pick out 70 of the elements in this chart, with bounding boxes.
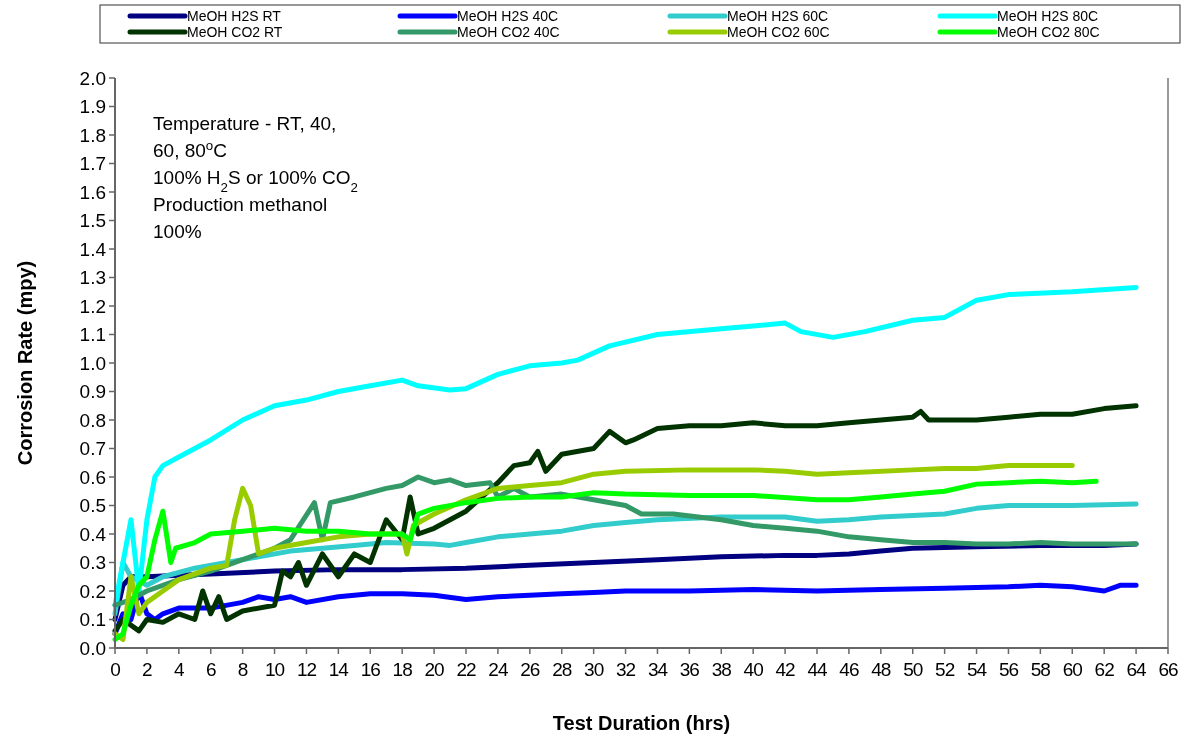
y-tick-label: 0.8 (79, 409, 106, 431)
annotation: 60, 80$^{o}$C (153, 137, 227, 161)
x-tick-label: 32 (615, 659, 636, 680)
x-axis-title: Test Duration (hrs) (552, 712, 731, 734)
annotation: 100% (153, 221, 202, 242)
y-tick-label: 0.9 (79, 381, 106, 403)
legend-label: MeOH H2S 40C (457, 7, 559, 24)
legend-label: MeOH CO2 RT (187, 23, 283, 40)
x-tick-label: 16 (360, 659, 381, 680)
legend-label: MeOH H2S 80C (997, 7, 1099, 24)
y-tick-label: 1.7 (79, 153, 106, 175)
y-tick-label: 0.3 (79, 552, 106, 574)
x-tick-label: 38 (711, 659, 732, 680)
y-tick-label: 0.1 (79, 609, 106, 631)
x-tick-label: 30 (584, 659, 604, 680)
annotation: 100% H$_{2}$S or 100% CO$_{2}$ (153, 167, 358, 195)
x-tick-label: 50 (903, 659, 923, 680)
x-tick-label: 24 (488, 659, 509, 680)
legend-label: MeOH H2S 60C (727, 7, 829, 24)
y-tick-label: 0.6 (79, 466, 106, 488)
x-tick-label: 52 (935, 659, 955, 680)
x-tick-label: 22 (456, 659, 476, 680)
y-tick-label: 1.1 (79, 324, 106, 346)
y-tick-label: 0.5 (79, 495, 106, 517)
y-tick-label: 1.2 (79, 295, 106, 317)
x-tick-label: 66 (1158, 659, 1178, 680)
x-tick-label: 0 (110, 659, 121, 680)
x-tick-label: 20 (424, 659, 445, 680)
y-tick-label: 0.4 (79, 523, 107, 545)
x-tick-label: 44 (807, 659, 828, 680)
x-tick-label: 56 (998, 659, 1019, 680)
y-tick-label: 1.9 (79, 96, 106, 118)
y-axis-title: Corrosion Rate (mpy) (14, 260, 36, 466)
legend-label: MeOH CO2 40C (457, 23, 560, 40)
x-tick-label: 12 (296, 659, 317, 680)
y-tick-label: 0.7 (79, 438, 106, 460)
y-tick-label: 0.0 (79, 637, 106, 659)
y-tick-label: 0.2 (79, 580, 106, 602)
x-tick-label: 2 (142, 659, 153, 680)
x-tick-label: 4 (174, 659, 186, 680)
x-tick-label: 26 (520, 659, 540, 680)
x-tick-label: 58 (1030, 659, 1051, 680)
legend-label: MeOH CO2 60C (727, 23, 830, 40)
x-tick-label: 34 (647, 659, 669, 680)
x-tick-label: 64 (1126, 659, 1148, 680)
x-tick-label: 18 (392, 659, 413, 680)
x-tick-label: 6 (205, 659, 216, 680)
x-tick-label: 42 (775, 659, 796, 680)
y-tick-label: 1.4 (79, 238, 107, 260)
x-tick-label: 14 (328, 659, 350, 680)
annotation: Temperature - RT, 40, (153, 113, 337, 134)
legend-label: MeOH CO2 80C (997, 23, 1100, 40)
x-tick-label: 48 (871, 659, 891, 680)
x-tick-label: 40 (743, 659, 764, 680)
y-tick-label: 2.0 (79, 67, 106, 89)
legend-label: MeOH H2S RT (187, 7, 282, 24)
x-tick-label: 8 (237, 659, 248, 680)
y-tick-label: 1.5 (79, 210, 106, 232)
x-tick-label: 28 (552, 659, 572, 680)
x-tick-label: 62 (1094, 659, 1115, 680)
y-tick-label: 1.8 (79, 124, 106, 146)
x-tick-label: 10 (264, 659, 285, 680)
y-tick-label: 1.6 (79, 181, 106, 203)
x-tick-label: 46 (839, 659, 859, 680)
x-tick-label: 60 (1062, 659, 1083, 680)
y-tick-label: 1.0 (79, 352, 106, 374)
x-tick-label: 54 (966, 659, 988, 680)
y-tick-label: 1.3 (79, 267, 106, 289)
x-tick-label: 36 (679, 659, 700, 680)
annotation: Production methanol (153, 194, 328, 215)
